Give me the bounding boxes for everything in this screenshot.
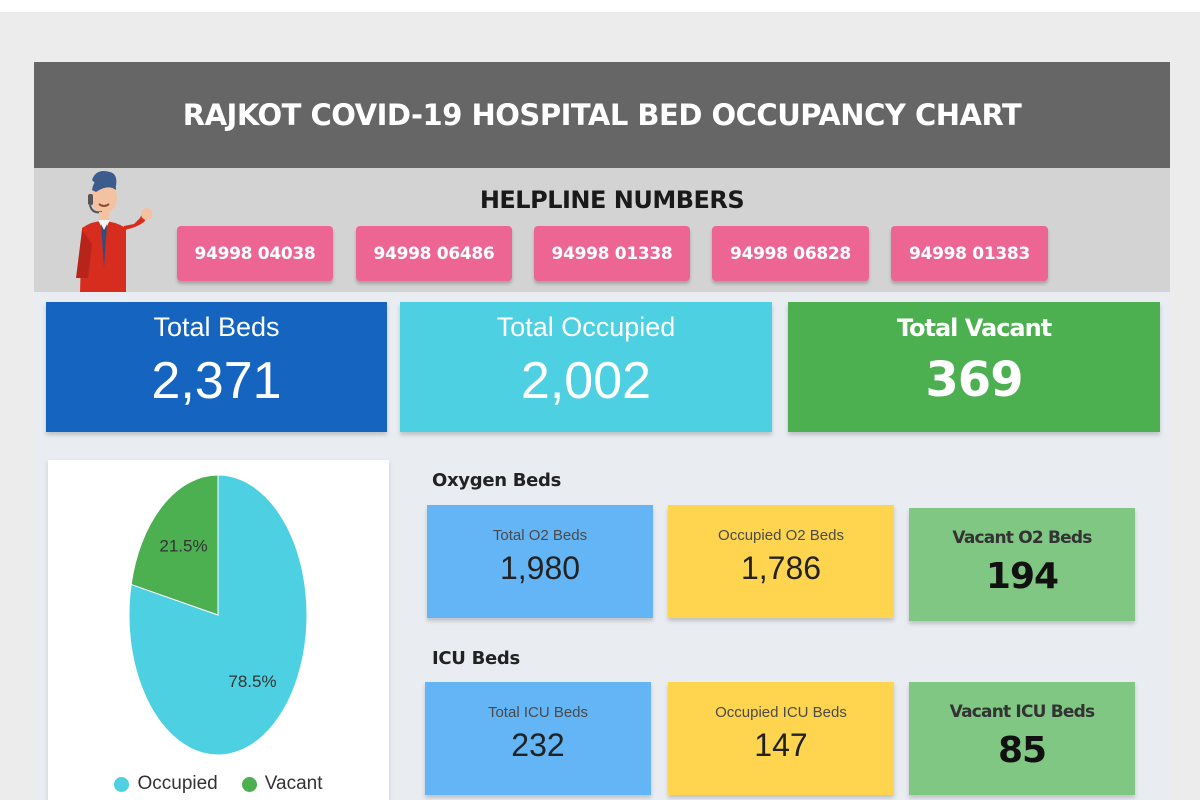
pie-legend: Occupied Vacant bbox=[48, 773, 389, 795]
helpline-button-5[interactable]: 94998 01383 bbox=[891, 226, 1048, 281]
legend-item-vacant[interactable]: Vacant bbox=[241, 773, 323, 795]
helpline-button-1[interactable]: 94998 04038 bbox=[177, 226, 333, 281]
total-vacant-label: Total Vacant bbox=[896, 314, 1052, 342]
pie-label-vacant: 21.5% bbox=[159, 537, 207, 556]
legend-dot-vacant bbox=[241, 776, 257, 792]
occupied-o2-value: 1,786 bbox=[740, 550, 822, 586]
total-icu-value: 232 bbox=[511, 727, 565, 763]
helpline-section: HELPLINE NUMBERS 94998 04038 94998 06486… bbox=[34, 168, 1170, 292]
occupied-icu-value: 147 bbox=[754, 727, 808, 763]
legend-item-occupied[interactable]: Occupied bbox=[114, 773, 218, 795]
total-vacant-card: Total Vacant 369 bbox=[788, 302, 1160, 432]
legend-dot-occupied bbox=[114, 776, 130, 792]
vacant-icu-value: 85 bbox=[997, 730, 1047, 771]
support-agent-icon bbox=[76, 171, 152, 292]
total-o2-label: Total O2 Beds bbox=[492, 527, 588, 544]
helpline-button-2[interactable]: 94998 06486 bbox=[356, 226, 512, 281]
occupied-o2-card: Occupied O2 Beds 1,786 bbox=[668, 505, 894, 618]
top-strip bbox=[0, 0, 1200, 12]
total-beds-card: Total Beds 2,371 bbox=[46, 302, 387, 432]
occupancy-pie-card: 78.5% 21.5% Occupied Vacant bbox=[48, 460, 389, 800]
helpline-title: HELPLINE NUMBERS bbox=[479, 186, 745, 214]
total-beds-label: Total Beds bbox=[153, 312, 280, 342]
total-icu-label: Total ICU Beds bbox=[487, 704, 589, 721]
vacant-icu-label: Vacant ICU Beds bbox=[949, 702, 1096, 722]
total-beds-value: 2,371 bbox=[151, 352, 282, 410]
total-o2-card: Total O2 Beds 1,980 bbox=[427, 505, 653, 618]
total-icu-card: Total ICU Beds 232 bbox=[425, 682, 651, 795]
occupancy-pie-chart: 78.5% 21.5% bbox=[128, 474, 308, 756]
helpline-button-4[interactable]: 94998 06828 bbox=[712, 226, 869, 281]
vacant-icu-card: Vacant ICU Beds 85 bbox=[909, 682, 1135, 795]
page-title: RAJKOT COVID-19 HOSPITAL BED OCCUPANCY C… bbox=[182, 98, 1022, 132]
total-occupied-label: Total Occupied bbox=[496, 312, 676, 342]
vacant-o2-label: Vacant O2 Beds bbox=[952, 528, 1092, 548]
dashboard: RAJKOT COVID-19 HOSPITAL BED OCCUPANCY C… bbox=[34, 62, 1170, 800]
pie-slice-occupied[interactable] bbox=[128, 474, 308, 756]
icu-section-title: ICU Beds bbox=[432, 648, 520, 669]
pie-label-occupied: 78.5% bbox=[228, 672, 276, 691]
helpline-button-3[interactable]: 94998 01338 bbox=[534, 226, 690, 281]
vacant-o2-value: 194 bbox=[985, 556, 1059, 597]
occupied-icu-card: Occupied ICU Beds 147 bbox=[668, 682, 894, 795]
occupied-o2-label: Occupied O2 Beds bbox=[718, 527, 844, 544]
total-occupied-value: 2,002 bbox=[520, 352, 652, 410]
legend-label-vacant: Vacant bbox=[264, 773, 323, 794]
total-o2-value: 1,980 bbox=[499, 550, 581, 586]
legend-label-occupied: Occupied bbox=[137, 773, 218, 794]
vacant-o2-card: Vacant O2 Beds 194 bbox=[909, 508, 1135, 621]
occupied-icu-label: Occupied ICU Beds bbox=[715, 704, 847, 721]
title-bar: RAJKOT COVID-19 HOSPITAL BED OCCUPANCY C… bbox=[34, 62, 1170, 168]
oxygen-section-title: Oxygen Beds bbox=[432, 470, 562, 491]
pie-slice-vacant[interactable] bbox=[130, 474, 219, 616]
total-vacant-value: 369 bbox=[925, 352, 1023, 408]
total-occupied-card: Total Occupied 2,002 bbox=[400, 302, 772, 432]
